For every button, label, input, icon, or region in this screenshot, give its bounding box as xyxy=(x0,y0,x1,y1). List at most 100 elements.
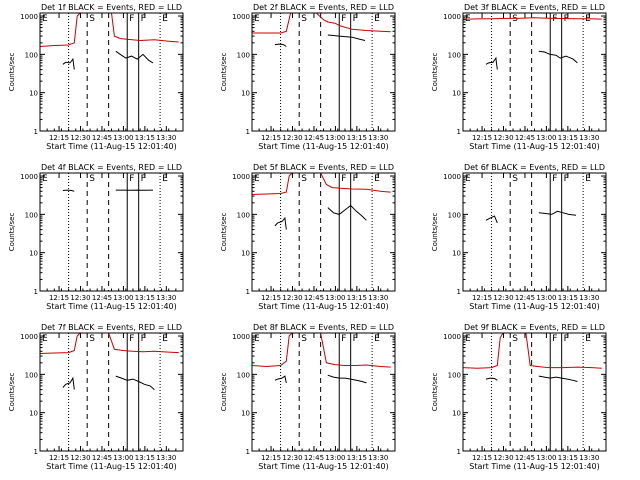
plot-frame xyxy=(251,332,396,452)
x-tick-label: 12:30 xyxy=(70,454,90,462)
marker-label: F xyxy=(129,14,134,24)
y-axis-label: Counts/sec xyxy=(431,53,439,92)
x-tick-label: 13:00 xyxy=(113,134,133,142)
plot-frame xyxy=(462,172,607,292)
x-tick-label: 13:30 xyxy=(156,294,176,302)
x-axis-label: Start Time (11-Aug-15 12:01:40) xyxy=(258,462,389,471)
y-tick-label: 1 xyxy=(246,288,250,296)
y-tick-label: 1 xyxy=(457,128,461,136)
series-events-line xyxy=(538,210,577,216)
x-tick-label: 12:15 xyxy=(261,294,281,302)
x-tick-label: 13:00 xyxy=(325,294,345,302)
y-tick-label: 1000 xyxy=(20,333,38,341)
marker-label: E xyxy=(585,174,591,184)
marker-label: F xyxy=(552,14,557,24)
series-lld-line xyxy=(462,332,602,369)
marker-label: F xyxy=(564,334,569,344)
x-tick-label: 13:00 xyxy=(536,454,556,462)
series-events-line xyxy=(538,375,578,382)
marker-label: E xyxy=(585,334,591,344)
series-lld-line xyxy=(251,172,391,195)
plot-frame xyxy=(39,12,184,132)
marker-label: S xyxy=(301,174,307,184)
x-tick-label: 12:30 xyxy=(70,294,90,302)
x-tick-label: 12:30 xyxy=(70,134,90,142)
marker-label: S xyxy=(301,334,307,344)
marker-label: E xyxy=(162,14,168,24)
x-tick-label: 12:45 xyxy=(515,134,535,142)
x-tick-label: 12:30 xyxy=(493,454,513,462)
panel-6: Det 6f BLACK = Events, RED = LLD E S F F E 1 10… xyxy=(431,163,607,311)
marker-label: F xyxy=(341,14,346,24)
marker-label: F xyxy=(341,334,346,344)
marker-label: F xyxy=(564,174,569,184)
y-tick-label: 1000 xyxy=(20,173,38,181)
marker-label: E xyxy=(374,14,380,24)
marker-label: S xyxy=(512,174,518,184)
y-tick-label: 100 xyxy=(448,211,461,219)
y-axis-label: Counts/sec xyxy=(220,373,228,412)
y-tick-label: 1 xyxy=(34,128,38,136)
x-tick-label: 13:30 xyxy=(156,134,176,142)
marker-label: F xyxy=(141,14,146,24)
x-tick-label: 13:30 xyxy=(368,454,388,462)
panel-title: Det 6f BLACK = Events, RED = LLD xyxy=(464,163,605,172)
x-tick-label: 13:30 xyxy=(579,134,599,142)
y-tick-label: 100 xyxy=(448,51,461,59)
y-tick-label: 100 xyxy=(448,371,461,379)
marker-label: E xyxy=(42,334,48,344)
x-tick-label: 12:15 xyxy=(49,454,69,462)
y-tick-label: 1 xyxy=(246,128,250,136)
x-tick-label: 13:15 xyxy=(135,294,155,302)
series-events-line xyxy=(274,43,287,47)
y-tick-label: 10 xyxy=(241,410,250,418)
series-events-line xyxy=(485,377,498,381)
x-tick-label: 13:15 xyxy=(347,134,367,142)
y-tick-label: 1000 xyxy=(232,333,250,341)
y-tick-label: 100 xyxy=(237,51,250,59)
marker-label: E xyxy=(374,334,380,344)
panel-7: Det 7f BLACK = Events, RED = LLD E S F F E 1 10… xyxy=(8,323,184,471)
y-tick-label: 10 xyxy=(452,250,461,258)
x-tick-label: 12:45 xyxy=(515,294,535,302)
panel-4: Det 4f BLACK = Events, RED = LLD E S F F E 1 10… xyxy=(8,163,184,311)
y-tick-label: 10 xyxy=(29,410,38,418)
x-axis-label: Start Time (11-Aug-15 12:01:40) xyxy=(258,142,389,151)
y-tick-label: 1 xyxy=(457,448,461,456)
x-tick-label: 13:30 xyxy=(579,454,599,462)
plot-frame xyxy=(39,172,184,292)
x-axis-label: Start Time (11-Aug-15 12:01:40) xyxy=(469,462,600,471)
y-tick-label: 1 xyxy=(457,288,461,296)
y-tick-label: 1 xyxy=(34,448,38,456)
panel-title: Det 2f BLACK = Events, RED = LLD xyxy=(253,3,394,12)
series-events-line xyxy=(327,374,367,384)
marker-label: F xyxy=(129,174,134,184)
series-events-line xyxy=(115,50,154,64)
panel-1: Det 1f BLACK = Events, RED = LLD E S F F E 1 10… xyxy=(8,3,184,151)
x-tick-label: 12:45 xyxy=(304,454,324,462)
y-tick-label: 10 xyxy=(452,90,461,98)
x-tick-label: 13:15 xyxy=(558,134,578,142)
series-lld-line xyxy=(252,12,391,34)
series-lld-line xyxy=(39,12,179,47)
x-tick-label: 13:30 xyxy=(368,134,388,142)
series-events-line xyxy=(115,375,155,390)
marker-label: E xyxy=(254,334,260,344)
series-events-line xyxy=(62,189,75,192)
y-tick-label: 1000 xyxy=(20,13,38,21)
y-axis-label: Counts/sec xyxy=(8,53,16,92)
panel-2: Det 2f BLACK = Events, RED = LLD E S F F E 1 10… xyxy=(220,3,396,151)
x-tick-label: 13:30 xyxy=(368,294,388,302)
series-events-line xyxy=(485,56,498,70)
marker-label: F xyxy=(552,334,557,344)
marker-label: E xyxy=(162,174,168,184)
marker-label: E xyxy=(162,334,168,344)
panel-5: Det 5f BLACK = Events, RED = LLD E S F F E 1 10… xyxy=(220,163,396,311)
marker-label: F xyxy=(552,174,557,184)
marker-label: S xyxy=(89,174,95,184)
plot-frame xyxy=(39,332,184,452)
marker-label: F xyxy=(353,334,358,344)
x-tick-label: 12:45 xyxy=(304,134,324,142)
x-tick-label: 12:15 xyxy=(49,294,69,302)
